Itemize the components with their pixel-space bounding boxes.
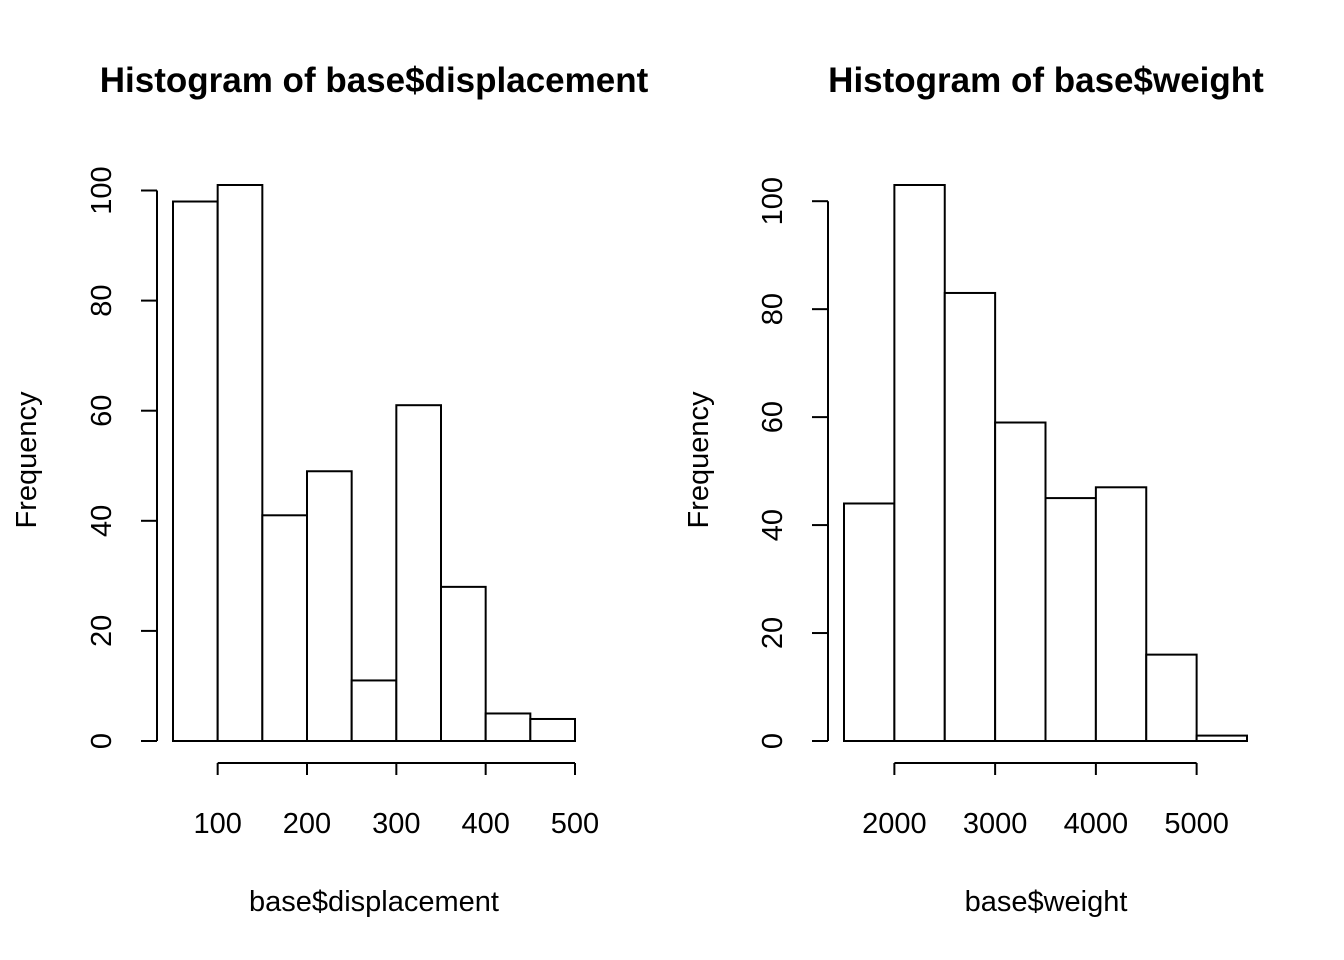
bar [484,712,532,742]
bars [843,184,1248,742]
x-axis: 2000 3000 4000 5000 [862,762,1229,840]
x-tick-label: 400 [461,808,509,840]
x-tick-label: 100 [193,808,241,840]
bar [395,404,443,742]
x-tick-label: 300 [372,808,420,840]
bar [172,200,219,743]
bar [1195,734,1248,742]
y-tick-label: 100 [757,177,789,225]
y-axis-label: Frequency [683,391,715,529]
x-tick-label: 200 [283,808,331,840]
y-axis: 0 20 40 60 80 100 [86,166,158,749]
y-tick-label: 40 [86,505,118,537]
y-tick-label: 0 [86,733,118,749]
bar [843,502,896,742]
x-tick-label: 4000 [1064,808,1129,840]
chart-title: Histogram of base$displacement [100,61,649,100]
bar [529,717,576,743]
y-tick-label: 60 [86,395,118,427]
bars [172,184,576,743]
y-tick-label: 80 [757,293,789,325]
bar [893,184,946,742]
histogram-panel-weight: Histogram of base$weight base$weight Fre… [683,61,1264,918]
y-tick-label: 100 [86,166,118,214]
bar [306,470,353,742]
x-tick-label: 3000 [963,808,1028,840]
y-tick-label: 60 [757,401,789,433]
y-tick-label: 20 [757,617,789,649]
bar [261,514,309,743]
x-tick-label: 5000 [1164,808,1229,840]
x-axis: 100 200 300 400 500 [193,762,599,840]
y-tick-label: 80 [86,284,118,316]
bar [1145,653,1198,742]
x-tick-label: 2000 [862,808,927,840]
x-axis-label: base$displacement [249,886,499,918]
bar [216,184,264,742]
y-axis-label: Frequency [11,391,43,529]
bar [350,679,398,743]
bar [440,585,487,742]
x-tick-label: 500 [551,808,599,840]
bar [1044,497,1097,742]
bar [994,421,1047,742]
y-axis: 0 20 40 60 80 100 [757,177,829,749]
bar [1094,486,1148,742]
bar [943,291,997,742]
y-tick-label: 0 [757,733,789,749]
y-tick-label: 40 [757,509,789,541]
y-tick-label: 20 [86,615,118,647]
histogram-panel-displacement: Histogram of base$displacement base$disp… [11,61,649,918]
x-axis-label: base$weight [965,886,1128,918]
chart-title: Histogram of base$weight [828,61,1264,100]
